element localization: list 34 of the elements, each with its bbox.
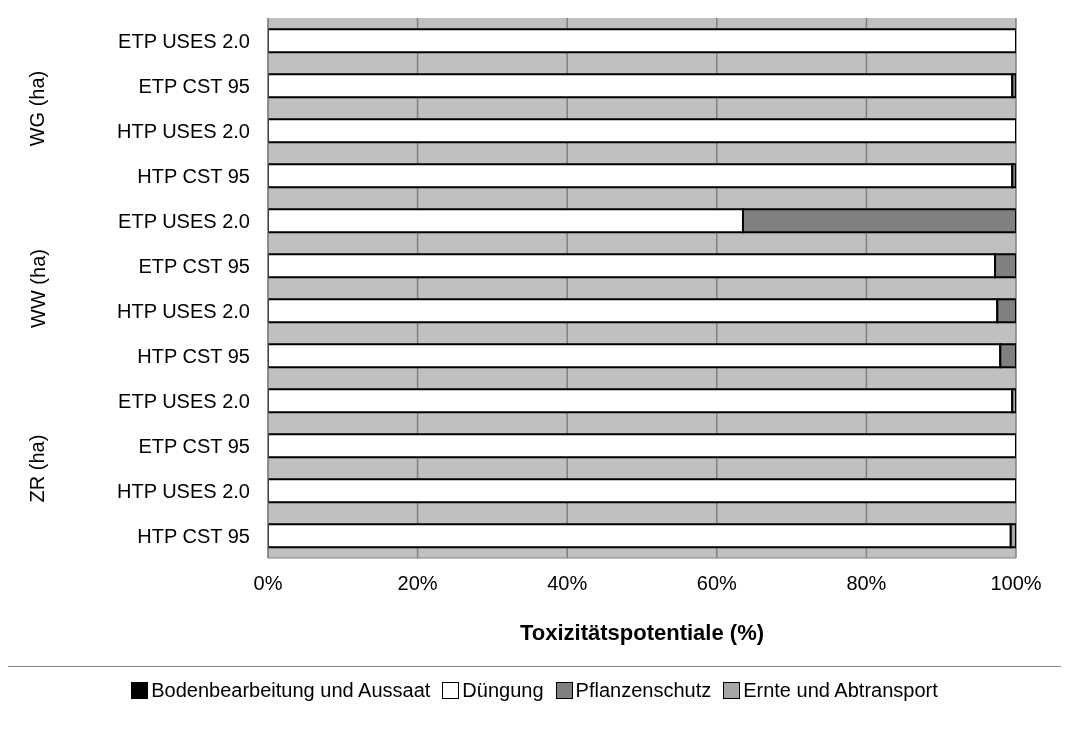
y-tick-label: ETP USES 2.0 xyxy=(118,209,250,232)
text: WG (ha) xyxy=(26,70,50,146)
x-axis-title: Toxizitätspotentiale (%) xyxy=(519,620,765,645)
y-tick-label: HTP USES 2.0 xyxy=(116,119,250,142)
x-tick-label: 80% xyxy=(846,572,887,595)
bar xyxy=(268,433,1016,459)
y-tick-label: ETP USES 2.0 xyxy=(118,389,250,412)
x-tick-label: 0% xyxy=(253,572,283,595)
y-tick-label: ETP USES 2.0 xyxy=(118,29,250,52)
bar xyxy=(268,118,1016,144)
y-tick-label: HTP USES 2.0 xyxy=(116,479,250,502)
y-tick-label: ETP CST 95 xyxy=(138,74,250,97)
x-tick-label: 40% xyxy=(547,572,588,595)
bar xyxy=(268,478,1016,504)
y-tick-label: ETP CST 95 xyxy=(138,434,250,457)
legend-label: Düngung xyxy=(461,679,544,702)
text: ZR (ha) xyxy=(26,434,50,502)
text: WW (ha) xyxy=(26,248,50,328)
legend-label: Bodenbearbeitung und Aussaat xyxy=(150,679,431,702)
bar xyxy=(268,388,1014,414)
x-tick-label: 20% xyxy=(397,572,438,595)
y-tick-label: HTP USES 2.0 xyxy=(116,299,250,322)
bar xyxy=(268,28,1016,54)
bar xyxy=(268,73,1014,99)
bar xyxy=(268,523,1012,549)
y-tick-label: HTP CST 95 xyxy=(137,344,250,367)
y-tick-label: HTP CST 95 xyxy=(137,524,250,547)
x-tick-label: 100% xyxy=(990,572,1042,595)
bar xyxy=(268,163,1014,189)
x-tick-label: 60% xyxy=(696,572,738,595)
legend-label: Pflanzenschutz xyxy=(574,679,712,702)
y-tick-label: ETP CST 95 xyxy=(138,254,250,277)
y-tick-label: HTP CST 95 xyxy=(137,164,250,187)
legend-label: Ernte und Abtransport xyxy=(742,679,938,702)
